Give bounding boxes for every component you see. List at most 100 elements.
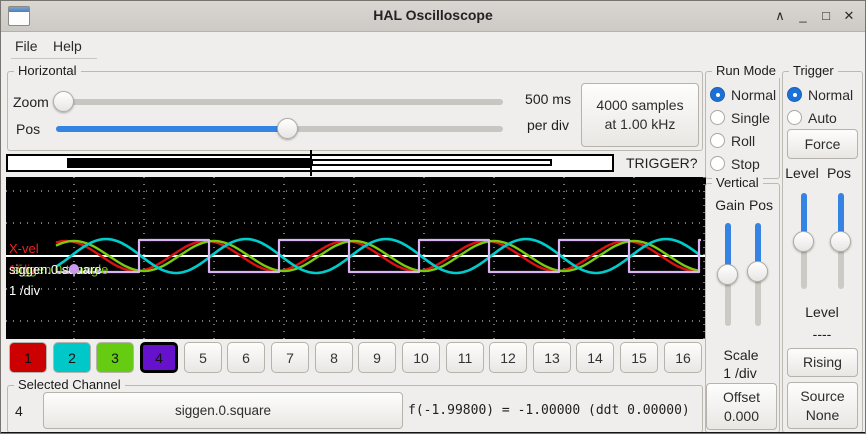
selected-channel-frame-label: Selected Channel	[14, 377, 125, 392]
trace-siggen.0.triangle	[55, 239, 701, 273]
trigger-pos-fill	[838, 193, 844, 242]
gain-slider-fill	[725, 223, 731, 275]
trigger-edge-label: Rising	[803, 354, 842, 370]
radio-icon	[710, 133, 725, 148]
channel-button-16[interactable]: 16	[664, 342, 702, 373]
channel-button-4[interactable]: 4	[140, 342, 178, 373]
horizontal-frame-label: Horizontal	[14, 63, 81, 78]
trigger-mode-radio-normal[interactable]: Normal	[787, 83, 853, 106]
minimize-button[interactable]: _	[799, 8, 807, 23]
scale-value: 1 /div	[723, 365, 757, 381]
trigger-level-slider[interactable]	[793, 193, 814, 289]
force-trigger-button[interactable]: Force	[787, 129, 858, 159]
record-trigger-marker	[310, 150, 312, 176]
offset-value: 0.000	[723, 407, 760, 424]
zoom-slider[interactable]	[53, 91, 503, 112]
run-mode-radio-roll[interactable]: Roll	[710, 129, 776, 152]
zoom-slider-label: Zoom	[13, 94, 49, 110]
scope-label: 1 /div	[9, 283, 41, 298]
pos-slider-fill	[56, 126, 288, 132]
channel-button-5[interactable]: 5	[184, 342, 222, 373]
vertical-pos-handle[interactable]	[747, 261, 768, 282]
channel-button-9[interactable]: 9	[358, 342, 396, 373]
title-bar[interactable]: HAL Oscilloscope ∧ _ □ ✕	[1, 1, 865, 32]
pos-slider-label: Pos	[16, 121, 41, 137]
offset-label: Offset	[722, 388, 761, 405]
scope-label: siggen.0.square	[9, 262, 102, 277]
channel-button-1[interactable]: 1	[9, 342, 47, 373]
gain-slider-label: Gain	[715, 197, 745, 213]
channel-button-7[interactable]: 7	[271, 342, 309, 373]
radio-icon	[787, 87, 802, 102]
vertical-pos-fill	[755, 223, 761, 272]
trigger-status-label: TRIGGER?	[626, 155, 698, 171]
trigger-source-button[interactable]: Source None	[787, 382, 858, 429]
trigger-source-line2: None	[805, 406, 840, 423]
trigger-frame-label: Trigger	[789, 63, 838, 78]
run-mode-frame-label: Run Mode	[712, 63, 780, 78]
run-mode-radio-single[interactable]: Single	[710, 106, 776, 129]
record-length-button[interactable]: 4000 samples at 1.00 kHz	[581, 83, 699, 147]
channel-button-2[interactable]: 2	[53, 342, 91, 373]
vertical-pos-slider[interactable]	[747, 223, 768, 326]
channel-button-13[interactable]: 13	[533, 342, 571, 373]
rate-per-div: 500 ms	[525, 91, 571, 107]
trigger-edge-button[interactable]: Rising	[787, 348, 858, 377]
trigger-mode-radio-auto[interactable]: Auto	[787, 106, 853, 129]
channel-button-11[interactable]: 11	[446, 342, 484, 373]
window-bottom-edge	[1, 432, 865, 433]
record-acquired-bar	[67, 158, 311, 168]
radio-icon	[710, 87, 725, 102]
channel-button-10[interactable]: 10	[402, 342, 440, 373]
record-length-line1: 4000 samples	[596, 97, 684, 113]
channel-button-6[interactable]: 6	[227, 342, 265, 373]
scope-label: 1/div	[9, 262, 37, 277]
channel-button-row: 1 2 3 4 5 6 7 8 9 10 11 12 13 14 15 16	[1, 342, 865, 373]
run-mode-radio-stop[interactable]: Stop	[710, 152, 776, 175]
scope-label: X-vel	[9, 241, 39, 256]
selected-channel-name: siggen.0.square	[174, 403, 272, 418]
gain-slider[interactable]	[717, 223, 738, 326]
menu-file[interactable]: File	[15, 38, 38, 54]
horizontal-frame: Horizontal	[7, 63, 703, 151]
channel-button-8[interactable]: 8	[315, 342, 353, 373]
window-title: HAL Oscilloscope	[373, 7, 493, 23]
trigger-pos-handle[interactable]	[830, 231, 851, 252]
scope-display[interactable]: X-vel 1/div siggen.0.triangle siggen.0.squa…	[6, 177, 706, 339]
zoom-slider-track	[56, 99, 503, 105]
close-button[interactable]: ✕	[843, 8, 855, 23]
pos-slider-handle[interactable]	[277, 118, 298, 139]
channel-button-14[interactable]: 14	[576, 342, 614, 373]
selected-channel-number: 4	[15, 403, 23, 419]
zoom-slider-handle[interactable]	[53, 91, 74, 112]
maximize-button[interactable]: □	[822, 8, 830, 23]
trigger-pos-slider[interactable]	[830, 193, 851, 289]
channel-button-12[interactable]: 12	[489, 342, 527, 373]
horizontal-pos-slider[interactable]	[56, 118, 503, 139]
trigger-mode-radio-group: Normal Auto	[787, 83, 853, 129]
shade-button[interactable]: ∧	[775, 8, 785, 23]
trigger-level-fill	[801, 193, 807, 242]
menu-help[interactable]: Help	[53, 38, 82, 54]
channel-button-15[interactable]: 15	[620, 342, 658, 373]
run-mode-frame: Run Mode	[705, 63, 780, 179]
trigger-source-line1: Source	[800, 387, 845, 404]
channel-button-3[interactable]: 3	[96, 342, 134, 373]
rate-per-div-2: per div	[526, 117, 570, 133]
offset-button[interactable]: Offset 0.000	[706, 383, 777, 430]
app-icon	[8, 6, 30, 26]
channel-value-readout: f(-1.99800) = -1.00000 (ddt 0.00000)	[408, 403, 690, 418]
menu-underline	[11, 58, 97, 59]
trigger-level-handle[interactable]	[793, 231, 814, 252]
scope-label: siggen.0.triangle	[13, 262, 108, 277]
selected-channel-name-button[interactable]: siggen.0.square	[43, 392, 403, 429]
trace-Y-vel	[55, 237, 701, 275]
radio-icon	[710, 110, 725, 125]
record-window-outline	[311, 159, 552, 166]
run-mode-radio-normal[interactable]: Normal	[710, 83, 776, 106]
radio-icon	[710, 156, 725, 171]
gain-slider-handle[interactable]	[717, 264, 738, 285]
selected-channel-marker	[69, 264, 79, 274]
scope-svg: X-vel 1/divsiggen.0.trianglesiggen.0.squa…	[6, 177, 706, 339]
